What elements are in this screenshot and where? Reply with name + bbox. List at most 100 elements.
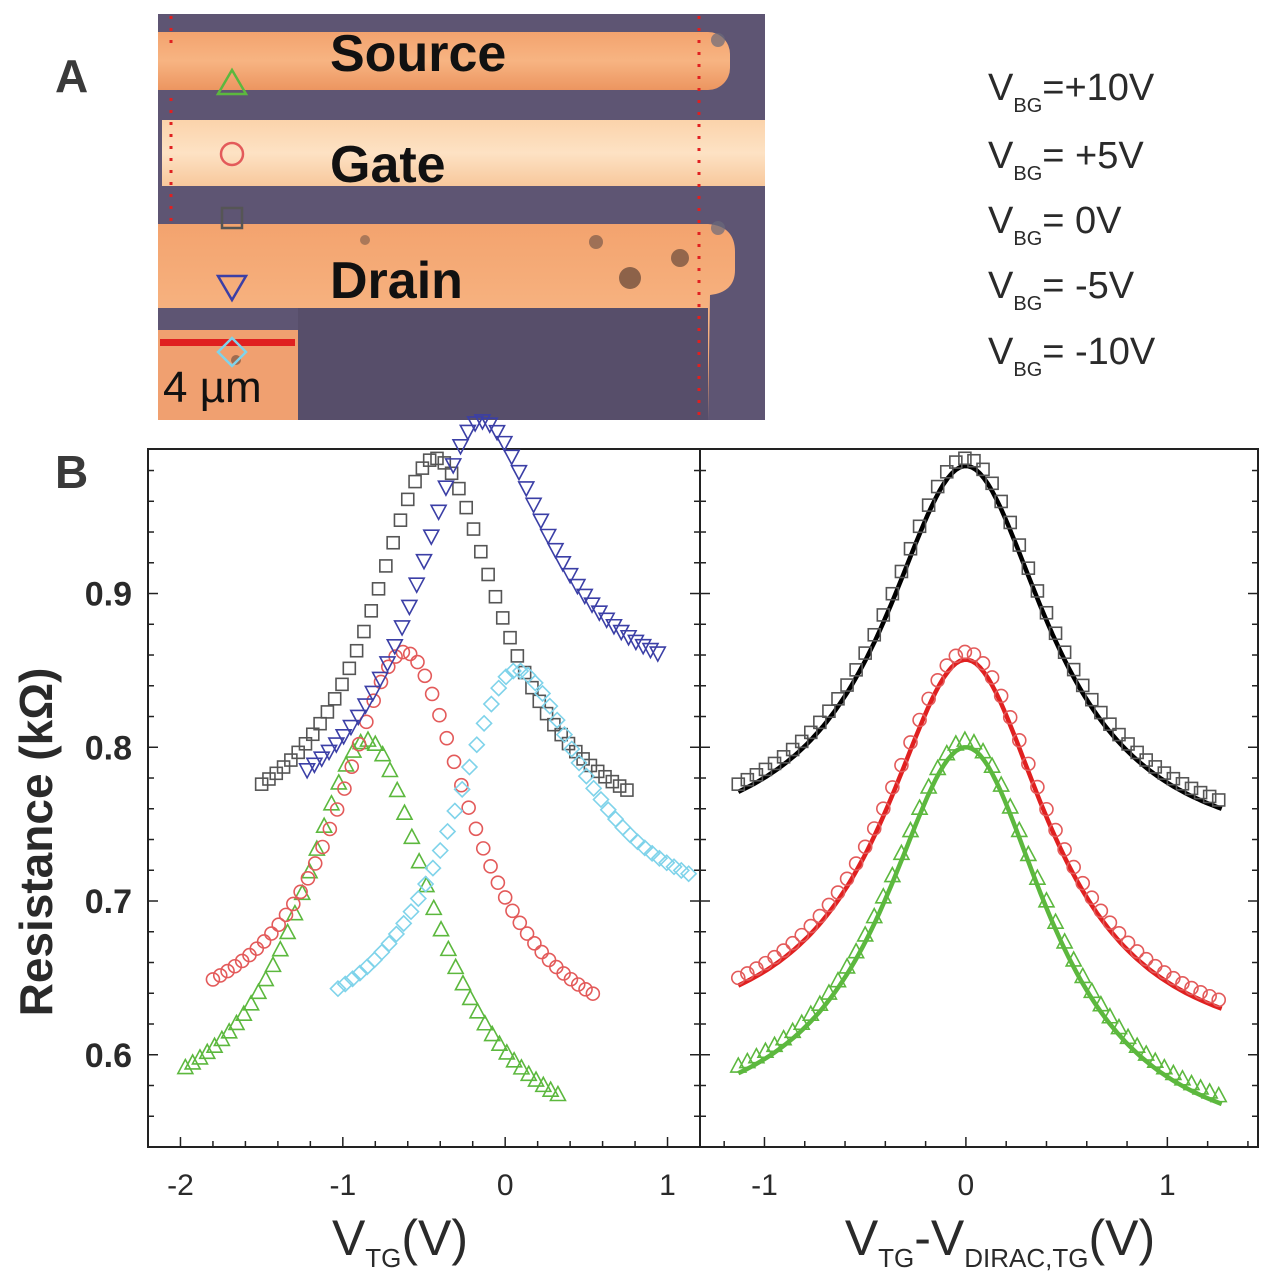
data-point-square (539, 706, 554, 721)
data-point-square (327, 692, 342, 706)
x-tick-label: 1 (1159, 1169, 1176, 1202)
legend-value: = -10V (1042, 331, 1156, 373)
data-point-triangle-up (381, 760, 399, 778)
data-point-diamond (526, 674, 544, 692)
data-point-triangle-up (1200, 1082, 1219, 1099)
data-point-diamond (490, 679, 508, 697)
y-tick-label: 0.9 (85, 576, 132, 614)
fit-line (737, 657, 1223, 1011)
series-square (254, 451, 634, 797)
data-point-square (921, 498, 936, 512)
data-point-diamond (592, 790, 610, 809)
data-point-triangle-up (388, 780, 407, 798)
data-point-triangle-up (910, 798, 929, 815)
data-point-diamond (475, 714, 493, 732)
data-point-square (400, 492, 415, 507)
data-point-diamond (395, 914, 413, 933)
data-point-square (349, 643, 364, 658)
data-point-circle (1011, 733, 1027, 748)
data-point-triangle-up (1001, 797, 1020, 814)
data-point-diamond (636, 839, 654, 857)
data-point-triangle-up (424, 898, 443, 916)
data-point-circle (866, 821, 882, 836)
data-point-circle (256, 934, 272, 949)
data-point-triangle-down (407, 577, 426, 594)
data-point-square (840, 678, 854, 692)
data-point-circle (454, 777, 469, 793)
data-point-circle (534, 944, 550, 960)
data-point-circle (505, 903, 520, 919)
data-point-square (1112, 727, 1126, 742)
data-point-circle (966, 647, 982, 662)
legend: VBG=+10V VBG= +5V VBG= 0V VBG= -5V VBG= … (215, 67, 1156, 381)
data-point-circle (410, 654, 425, 670)
data-point-square (867, 627, 882, 642)
data-point-circle (1075, 875, 1091, 891)
data-point-triangle-up (874, 887, 893, 904)
legend-sub: BG (1013, 293, 1042, 315)
data-point-circle (1129, 944, 1145, 959)
data-point-square (495, 611, 510, 625)
data-point-square (444, 466, 459, 481)
legend-item: VBG=+10V (215, 67, 1155, 117)
left-plot: -2 -1 0 1 0.6 0.7 0.8 0.9 (85, 414, 701, 1202)
data-point-square (488, 589, 503, 604)
data-point-diamond (424, 859, 442, 877)
data-point-square (1075, 678, 1090, 693)
data-point-triangle-up (1092, 994, 1110, 1012)
data-point-square (254, 777, 269, 791)
data-point-triangle-up (483, 1024, 502, 1042)
svg-text:VBG= 0V: VBG= 0V (988, 200, 1122, 250)
data-point-square (803, 725, 818, 740)
data-point-diamond (650, 849, 669, 867)
data-point-circle (519, 926, 535, 941)
data-point-triangle-down (422, 529, 441, 546)
data-point-diamond (628, 833, 647, 851)
data-point-square (408, 474, 422, 489)
data-point-square (320, 705, 335, 719)
data-point-triangle-up (191, 1048, 209, 1065)
data-point-triangle-up (901, 820, 920, 838)
data-point-square (357, 624, 371, 639)
data-point-square (1175, 776, 1190, 791)
data-point-diamond (577, 767, 595, 785)
data-point-circle (1202, 988, 1217, 1004)
data-point-circle (541, 952, 557, 968)
data-point-square (1012, 538, 1027, 552)
data-point-triangle-up (937, 743, 956, 761)
data-point-triangle-up (264, 955, 282, 973)
data-point-circle (212, 968, 228, 983)
square-icon (220, 206, 244, 230)
data-point-square (620, 783, 634, 797)
data-point-triangle-up (820, 983, 838, 1000)
data-point-triangle-down (568, 578, 587, 596)
data-point-triangle-down (539, 528, 558, 546)
data-point-diamond (387, 925, 406, 943)
data-point-square (1211, 793, 1226, 807)
data-point-triangle-up (541, 1080, 560, 1097)
data-point-square (335, 677, 349, 692)
data-point-diamond (468, 736, 486, 754)
data-point-circle (1093, 903, 1109, 919)
series-square (731, 451, 1226, 811)
data-point-square (371, 582, 386, 596)
data-point-square (1121, 737, 1135, 751)
data-point-triangle-up (249, 982, 268, 1000)
data-point-square (813, 715, 827, 730)
data-point-triangle-up (402, 827, 421, 845)
data-point-diamond (533, 684, 552, 703)
data-point-circle (402, 646, 418, 662)
data-point-square (598, 769, 612, 784)
data-point-triangle-down (342, 719, 360, 737)
data-point-diamond (621, 826, 639, 844)
data-point-triangle-up (883, 865, 902, 883)
data-point-circle (475, 841, 491, 856)
legend-sub: BG (1013, 163, 1042, 185)
data-point-triangle-up (928, 758, 947, 776)
data-point-diamond (658, 854, 676, 872)
data-point-circle (876, 801, 891, 816)
fit-line (737, 463, 1223, 811)
data-point-triangle-down (553, 555, 572, 573)
data-point-triangle-down (356, 698, 375, 715)
x-axis-title-left: VTG(V) (332, 1210, 468, 1273)
